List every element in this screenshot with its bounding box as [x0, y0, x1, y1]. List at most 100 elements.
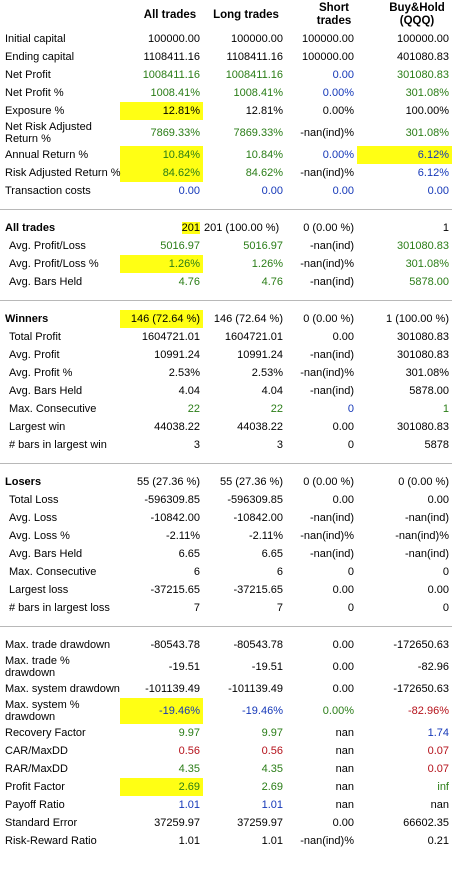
value-long-trades: 1604721.01: [224, 331, 283, 343]
value-long-trades: 22: [270, 403, 283, 415]
value-all-trades: 9.97: [178, 727, 200, 739]
section-gap: [0, 627, 452, 637]
value-long-trades: 4.76: [261, 276, 283, 288]
value-long-trades: 84.62%: [245, 167, 283, 179]
value-short-trades: -nan(ind)%: [300, 167, 354, 179]
value-buy-hold: nan: [430, 799, 449, 811]
value-long-trades: 10991.24: [237, 349, 283, 361]
value-short-trades: 0.00%: [322, 87, 354, 99]
value-buy-hold: -82.96%: [408, 705, 449, 717]
value-all-trades: 22: [187, 403, 200, 415]
value-long-trades: 7869.33%: [233, 127, 283, 139]
value-buy-hold: -172650.63: [393, 639, 449, 651]
value-all-trades: 4.04: [178, 385, 200, 397]
stats-row-ending-capital: Ending capital 1108411.16 1108411.16 100…: [0, 48, 452, 66]
value-all-trades: 4.35: [178, 763, 200, 775]
value-buy-hold: 0 (0.00 %): [398, 476, 449, 488]
stats-row-risk-adjusted-return: Risk Adjusted Return % 84.62% 84.62% -na…: [0, 164, 452, 182]
value-long-trades: 6: [276, 566, 283, 578]
stat-label: RAR/MaxDD: [5, 763, 68, 775]
value-all-trades: 146 (72.64 %): [120, 310, 203, 328]
value-short-trades: -nan(ind): [309, 512, 354, 524]
value-short-trades: 0.00: [332, 331, 354, 343]
stat-label: Largest loss: [9, 584, 69, 596]
stat-label: Net Risk Adjusted Return %: [5, 121, 92, 145]
value-all-trades: 55 (27.36 %): [137, 476, 200, 488]
value-buy-hold: 0.00: [427, 494, 449, 506]
value-long-trades: -101139.49: [228, 683, 283, 695]
value-all-trades: 10991.24: [154, 349, 200, 361]
highlighted-value: 201: [181, 222, 200, 234]
value-all-trades: -80543.78: [150, 639, 200, 651]
value-all-trades: 0.00: [178, 185, 200, 197]
value-short-trades: -nan(ind)%: [300, 127, 354, 139]
value-buy-hold: 0: [442, 602, 449, 614]
stat-label: Avg. Profit: [9, 349, 60, 361]
value-all-trades: 12.81%: [120, 102, 203, 120]
header-long-trades: Long trades: [213, 9, 279, 21]
value-all-trades: -596309.85: [144, 494, 200, 506]
stat-label: Max. trade % drawdown: [5, 655, 70, 679]
stats-row-all-trades: All trades 201 201 (100.00 %) 0 (0.00 %)…: [0, 219, 452, 237]
value-all-trades: -19.46%: [120, 698, 203, 724]
value-buy-hold: 6.12%: [417, 167, 449, 179]
value-long-trades: 100000.00: [231, 33, 283, 45]
value-long-trades: -80543.78: [233, 639, 283, 651]
value-all-trades: 1108411.16: [143, 51, 200, 63]
value-short-trades: -nan(ind): [309, 276, 354, 288]
value-short-trades: 0.00: [332, 639, 354, 651]
value-short-trades: 0.00: [332, 584, 354, 596]
stat-label: Max. Consecutive: [9, 566, 97, 578]
section-title: Winners: [5, 313, 49, 325]
section-divider: [0, 291, 452, 301]
value-buy-hold: -nan(ind): [404, 512, 449, 524]
stat-label: Max. system % drawdown: [5, 699, 80, 723]
value-buy-hold: 301080.83: [397, 421, 449, 433]
stats-row-transaction-costs: Transaction costs 0.00 0.00 0.00 0.00: [0, 182, 452, 200]
value-long-trades: 4.04: [261, 385, 283, 397]
value-buy-hold: 0.00: [427, 584, 449, 596]
value-long-trades: 4.35: [261, 763, 283, 775]
stats-row-net-profit: Net Profit 1008411.16 1008411.16 0.00 30…: [0, 66, 452, 84]
value-short-trades: 0: [347, 439, 354, 451]
stat-label: Ending capital: [5, 51, 75, 63]
value-long-trades: 1008411.16: [225, 69, 283, 81]
stat-label: Avg. Profit/Loss: [9, 240, 86, 252]
value-short-trades: 0.00: [332, 185, 354, 197]
stats-row-annual-return: Annual Return % 10.84% 10.84% 0.00% 6.12…: [0, 146, 452, 164]
value-long-trades: 1.26%: [251, 258, 283, 270]
section-divider: [0, 200, 452, 210]
value-long-trades: 146 (72.64 %): [213, 313, 283, 325]
value-all-trades: 37259.97: [154, 817, 200, 829]
value-buy-hold: 100000.00: [397, 33, 449, 45]
value-buy-hold: 0.07: [427, 745, 449, 757]
stat-label: Recovery Factor: [5, 727, 86, 739]
value-buy-hold: 0: [442, 566, 449, 578]
stats-row-losers: Losers 55 (27.36 %) 55 (27.36 %) 0 (0.00…: [0, 473, 452, 491]
stats-row-max-trade-pct-drawdown: Max. trade % drawdown -19.51 -19.51 0.00…: [0, 654, 452, 680]
value-buy-hold: 301080.83: [397, 331, 449, 343]
value-buy-hold: 301080.83: [397, 69, 449, 81]
stats-row-profit-factor: Profit Factor 2.69 2.69 nan inf: [0, 778, 452, 796]
value-short-trades: 0.00: [332, 421, 354, 433]
value-long-trades: 7: [276, 602, 283, 614]
value-buy-hold: 301080.83: [397, 349, 449, 361]
value-short-trades: 0.00: [332, 69, 354, 81]
value-long-trades: 44038.22: [237, 421, 283, 433]
value-all-trades: 1008.41%: [150, 87, 200, 99]
stat-label: Total Loss: [9, 494, 59, 506]
value-all-trades: 5016.97: [160, 240, 200, 252]
stats-row-avg-loss-pct: Avg. Loss % -2.11% -2.11% -nan(ind)% -na…: [0, 527, 452, 545]
stats-row-max-system-pct-drawdown: Max. system % drawdown -19.46% -19.46% 0…: [0, 698, 452, 724]
value-all-trades: 1.01: [178, 835, 200, 847]
stats-row-avg-loss: Avg. Loss -10842.00 -10842.00 -nan(ind) …: [0, 509, 452, 527]
value-all-trades: 6: [193, 566, 200, 578]
stat-label: Total Profit: [9, 331, 61, 343]
value-buy-hold: 401080.83: [397, 51, 449, 63]
value-buy-hold: 301.08%: [405, 258, 449, 270]
stat-label: Transaction costs: [5, 185, 91, 197]
value-short-trades: 0 (0.00 %): [303, 222, 354, 234]
value-short-trades: -nan(ind)%: [300, 835, 354, 847]
value-short-trades: 0 (0.00 %): [303, 476, 354, 488]
stats-row-initial-capital: Initial capital 100000.00 100000.00 1000…: [0, 30, 452, 48]
